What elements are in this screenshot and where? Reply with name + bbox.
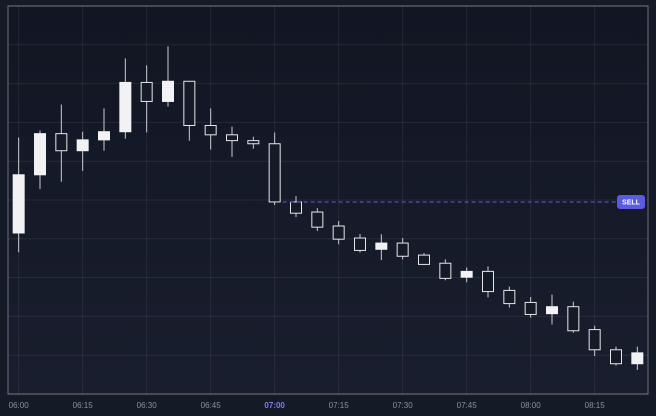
candle-body: [524, 301, 537, 315]
candle-body: [140, 81, 153, 102]
x-tick-label: 08:15: [585, 401, 606, 410]
candle-body: [226, 134, 238, 142]
candle-body: [290, 201, 302, 214]
x-tick-label: 07:45: [457, 401, 478, 410]
candle-body: [183, 80, 196, 127]
x-tick-label: 06:45: [201, 401, 222, 410]
candle-body: [418, 254, 430, 265]
candle-body: [34, 133, 46, 176]
plot-area: [7, 5, 649, 395]
x-tick-label: 06:15: [73, 401, 94, 410]
candle-body: [375, 242, 388, 250]
candle-body: [98, 131, 110, 141]
candle-body: [567, 306, 580, 332]
signal-badge: [617, 194, 645, 209]
candle-body: [119, 81, 132, 133]
candle-body: [503, 289, 516, 305]
candle-body: [332, 225, 345, 240]
candle-body: [311, 211, 324, 228]
candle-body: [12, 174, 25, 234]
candle-body: [247, 140, 260, 145]
candle-body: [460, 270, 473, 278]
x-tick-label: 07:00: [264, 401, 285, 410]
x-tick-label: 06:00: [9, 401, 30, 410]
candle-body: [546, 306, 558, 315]
candle-body: [396, 242, 409, 257]
candle-body: [354, 237, 366, 251]
x-tick-label: 06:30: [137, 401, 158, 410]
x-tick-label: 07:30: [393, 401, 414, 410]
candle-body: [162, 80, 174, 102]
x-tick-label: 08:00: [521, 401, 542, 410]
candle-body: [76, 139, 89, 152]
candle-body: [55, 133, 68, 152]
candle-body: [268, 143, 281, 203]
candle-body: [204, 125, 217, 136]
candle-body: [588, 329, 601, 351]
candle-body: [482, 270, 494, 293]
candle-body: [439, 262, 452, 279]
signal-label: SELL: [622, 199, 641, 206]
candle-body: [610, 349, 622, 365]
candle-body: [631, 352, 644, 365]
x-tick-label: 07:15: [329, 401, 350, 410]
